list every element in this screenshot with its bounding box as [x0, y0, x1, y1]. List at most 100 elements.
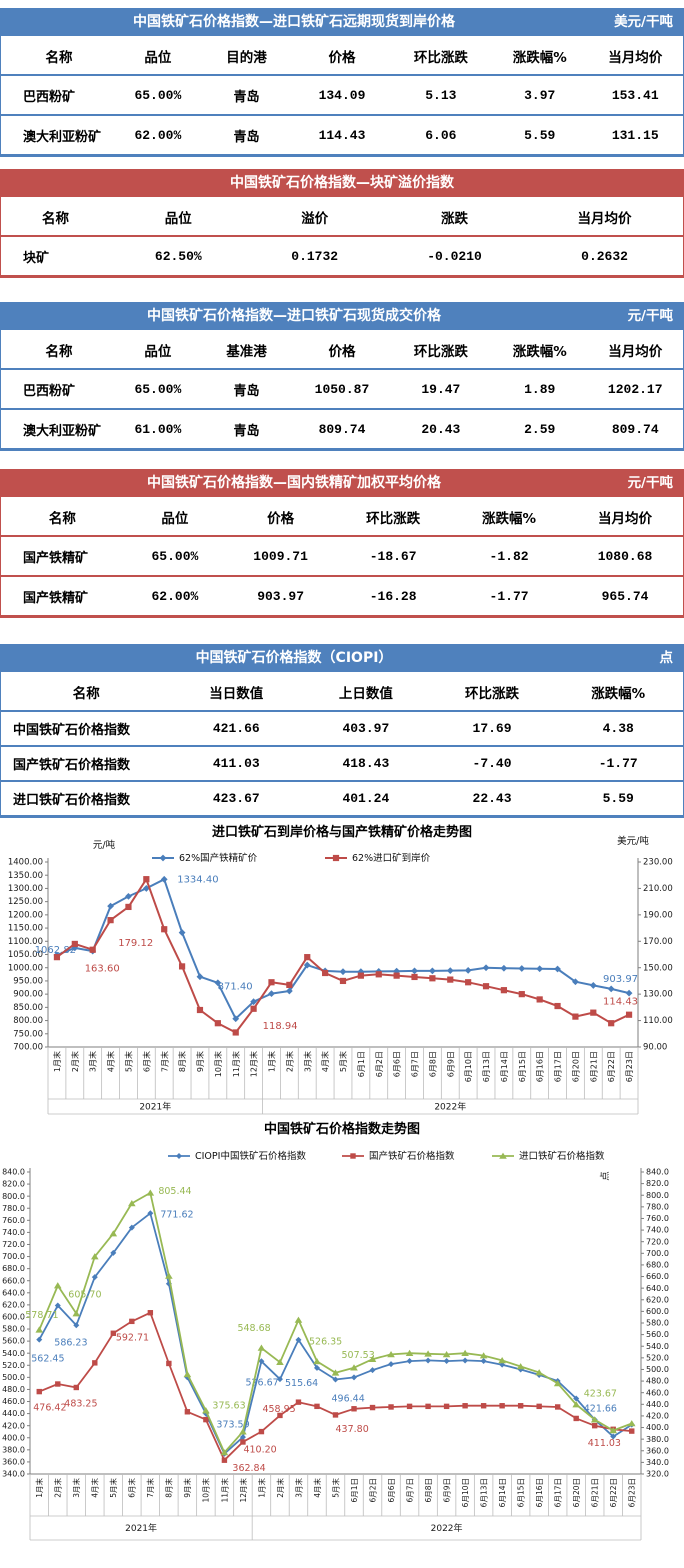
cell-value: 1050.87 [294, 369, 390, 410]
svg-text:6月20日: 6月20日 [571, 1051, 580, 1082]
column-header: 名称 [1, 674, 172, 712]
data-point-label: 411.03 [588, 1438, 621, 1449]
svg-text:6月1日: 6月1日 [350, 1478, 359, 1503]
svg-text:9月末: 9月末 [182, 1478, 192, 1498]
svg-text:6月17日: 6月17日 [554, 1051, 563, 1082]
legend-label: 国产铁矿石价格指数 [369, 1150, 455, 1162]
data-point-label: 423.67 [584, 1388, 617, 1399]
x-axis-labels: 1月末 2月末 3月末 4月末 5月末 6月末 7月末 8月末 9月末 10月末 11月末 12月末 1… [47, 1047, 639, 1100]
svg-text:170.00: 170.00 [643, 937, 673, 947]
svg-text:11月末: 11月末 [219, 1478, 229, 1503]
series-green-line [35, 1189, 636, 1456]
cell-value: 62.50% [154, 248, 202, 264]
svg-text:820.0: 820.0 [2, 1180, 25, 1189]
cell-value: 22.43 [472, 791, 512, 806]
svg-text:780.0: 780.0 [646, 1202, 669, 1211]
svg-text:640.0: 640.0 [2, 1288, 25, 1297]
cell-value: 1080.68 [567, 536, 683, 577]
data-table: 名称 品位 基准港 价格 环比涨跌 涨跌幅% 当月均价 巴西粉矿 65.00% 青岛 1050.87… [1, 332, 683, 448]
svg-text:90.00: 90.00 [643, 1043, 667, 1053]
series-blue-point-labels: 1062.82 1334.40 871.40 903.97 [35, 874, 638, 992]
cell-value: 809.74 [318, 421, 366, 437]
svg-text:6月16日: 6月16日 [535, 1478, 544, 1507]
svg-text:1月末: 1月末 [34, 1478, 44, 1498]
cell-value: 0.1732 [291, 248, 339, 264]
svg-text:6月15日: 6月15日 [518, 1051, 527, 1082]
svg-text:320.0: 320.0 [646, 1470, 669, 1479]
column-header: 溢价 [246, 199, 383, 237]
table-title-bar: 中国铁矿石价格指数—进口铁矿石远期现货到岸价格 美元/干吨 [1, 8, 683, 38]
row-label: 国产铁精矿 [1, 536, 124, 577]
svg-text:2月末: 2月末 [284, 1051, 294, 1072]
cell-value: 青岛 [233, 423, 260, 439]
svg-text:1100.00: 1100.00 [8, 937, 43, 947]
column-header: 品位 [116, 38, 199, 76]
svg-text:620.0: 620.0 [2, 1300, 25, 1309]
cell-value: 903.97 [257, 588, 304, 604]
svg-text:6月1日: 6月1日 [357, 1051, 366, 1077]
table-row: 澳大利亚粉矿 62.00% 青岛 114.43 6.06 5.59 131.15 [1, 115, 683, 154]
x-axis-labels: 1月末 2月末 3月末 4月末 5月末 6月末 7月末 8月末 9月末 10月末 11月末 12月末 1… [29, 1474, 642, 1517]
legend-label: 进口铁矿石价格指数 [519, 1150, 605, 1162]
svg-text:6月22日: 6月22日 [609, 1478, 618, 1507]
table-row: 国产铁矿石价格指数 411.03 418.43 -7.40 -1.77 [1, 746, 683, 782]
svg-text:10月末: 10月末 [213, 1051, 223, 1077]
cell-value: 62.00% [151, 588, 199, 604]
svg-text:600.0: 600.0 [2, 1313, 25, 1322]
svg-text:6月10日: 6月10日 [461, 1478, 470, 1507]
data-point-label: 118.94 [263, 1021, 298, 1032]
svg-text:440.0: 440.0 [2, 1409, 25, 1418]
row-label: 巴西粉矿 [1, 75, 117, 116]
svg-text:6月10日: 6月10日 [464, 1051, 473, 1082]
svg-text:760.0: 760.0 [2, 1216, 25, 1225]
data-point-label: 458.95 [262, 1404, 295, 1415]
legend-label: 62%国产铁精矿价 [179, 852, 258, 864]
column-header: 名称 [1, 199, 111, 237]
year-band: 2021年 2022年 [47, 1099, 639, 1115]
svg-text:750.00: 750.00 [13, 1029, 43, 1039]
svg-text:780.0: 780.0 [2, 1204, 25, 1213]
table-row: 中国铁矿石价格指数 421.66 403.97 17.69 4.38 [1, 711, 683, 747]
column-header: 价格 [294, 332, 390, 370]
cell-value: 青岛 [198, 75, 295, 116]
svg-text:230.00: 230.00 [643, 858, 673, 868]
svg-text:6月2日: 6月2日 [368, 1478, 377, 1503]
svg-text:3月末: 3月末 [293, 1478, 303, 1498]
ciopi-price-report: 中国铁矿石价格指数—进口铁矿石远期现货到岸价格 美元/干吨 名称 品位 目的港 价格环… [0, 8, 684, 1568]
svg-text:700.0: 700.0 [2, 1252, 25, 1261]
chart-ciopi-trend: 中国铁矿石价格指数走势图点 CIOPI中国铁矿石价格指数 国产铁矿石价格指数 进口铁矿… [0, 1116, 684, 1568]
svg-text:3月末: 3月末 [88, 1051, 98, 1072]
svg-text:1200.00: 1200.00 [8, 910, 43, 920]
svg-text:1月末: 1月末 [52, 1051, 62, 1072]
svg-text:8月末: 8月末 [177, 1051, 187, 1072]
column-header: 品位 [116, 332, 199, 370]
svg-text:660.0: 660.0 [646, 1272, 669, 1281]
svg-text:6月9日: 6月9日 [446, 1051, 455, 1077]
cell-value: -0.0210 [427, 248, 482, 264]
svg-text:460.0: 460.0 [646, 1388, 669, 1397]
data-point-label: 805.44 [158, 1186, 191, 1197]
row-label: 澳大利亚粉矿 [23, 129, 102, 145]
svg-text:480.0: 480.0 [2, 1385, 25, 1394]
data-point-label: 526.67 [245, 1377, 278, 1388]
svg-text:12月末: 12月末 [238, 1478, 248, 1503]
row-label: 中国铁矿石价格指数 [1, 711, 172, 747]
svg-text:6月8日: 6月8日 [428, 1051, 437, 1077]
svg-text:840.0: 840.0 [2, 1168, 25, 1177]
column-header: 品位 [123, 499, 227, 537]
svg-text:6月8日: 6月8日 [424, 1478, 433, 1503]
data-point-label: 179.12 [118, 938, 153, 949]
column-header: 涨跌 [382, 199, 527, 237]
svg-text:360.0: 360.0 [646, 1446, 669, 1455]
column-header: 涨跌幅% [553, 674, 683, 712]
svg-text:1150.00: 1150.00 [8, 924, 43, 934]
cell-value: 2.59 [524, 421, 556, 437]
cell-value: 62.00% [134, 127, 182, 143]
svg-text:560.0: 560.0 [646, 1330, 669, 1339]
svg-text:6月2日: 6月2日 [375, 1051, 384, 1077]
svg-text:1350.00: 1350.00 [8, 871, 43, 881]
svg-text:6月21日: 6月21日 [589, 1051, 598, 1082]
svg-text:800.0: 800.0 [646, 1191, 669, 1200]
table-row: 块矿 62.50% 0.1732 -0.0210 0.2632 [1, 236, 683, 275]
cell-value: -16.28 [369, 588, 417, 604]
